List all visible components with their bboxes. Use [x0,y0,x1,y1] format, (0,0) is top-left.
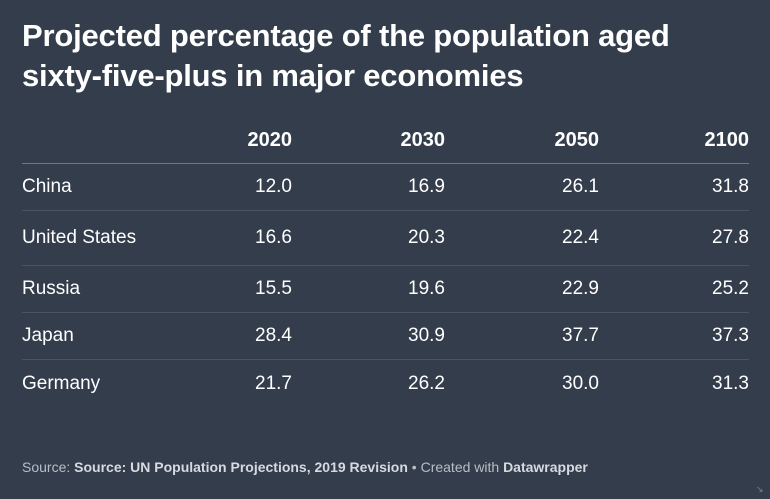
datawrapper-link[interactable]: Datawrapper [503,459,588,475]
table-cell: 25.2 [712,278,749,299]
created-with-label: Created with [420,459,500,475]
column-header-2100: 2100 [704,129,750,151]
table-cell: 16.6 [255,227,292,248]
table-row-china: China 12.0 16.9 26.1 31.8 [22,164,749,211]
table-row-germany: Germany 21.7 26.2 30.0 31.3 [22,360,749,407]
column-header-2030: 2030 [400,129,446,151]
table-cell: 37.3 [712,325,749,346]
row-label: Japan [22,325,74,346]
data-table: 2020 2030 2050 2100 China 12.0 16.9 26.1… [22,118,749,407]
table-cell: 22.9 [562,278,599,299]
chart-title: Projected percentage of the population a… [22,18,670,93]
column-header-2020: 2020 [247,129,293,151]
table-cell: 20.3 [408,227,445,248]
table-row-japan: Japan 28.4 30.9 37.7 37.3 [22,313,749,360]
table-row-united-states: United States 16.6 20.3 22.4 27.8 [22,211,749,266]
table-cell: 30.0 [562,372,599,394]
row-label: United States [22,227,137,248]
table-row-russia: Russia 15.5 19.6 22.9 25.2 [22,266,749,313]
table-cell: 16.9 [408,176,445,197]
table-cell: 21.7 [255,372,292,394]
table-cell: 37.7 [562,325,599,346]
row-label: Russia [22,278,81,299]
table-cell: 12.0 [255,176,292,197]
chart-footer: Source: Source: UN Population Projection… [22,459,588,475]
table-cell: 27.8 [712,227,749,248]
table-cell: 31.8 [712,176,749,197]
table-cell: 15.5 [255,278,292,299]
table-cell: 31.3 [712,372,749,394]
resize-corner-icon: ↘ [756,484,764,494]
table-header-row: 2020 2030 2050 2100 [22,118,749,164]
source-text: Source: UN Population Projections, 2019 … [74,459,408,475]
table-cell: 19.6 [408,278,445,299]
footer-separator: • [411,459,417,475]
row-label: China [22,176,72,197]
table-cell: 30.9 [408,325,445,346]
table-cell: 26.2 [408,372,445,394]
row-label: Germany [22,372,101,394]
table-cell: 26.1 [562,176,599,197]
table-cell: 22.4 [562,227,599,248]
table-cell: 28.4 [255,325,292,346]
source-label: Source: [22,459,71,475]
column-header-2050: 2050 [554,129,600,151]
